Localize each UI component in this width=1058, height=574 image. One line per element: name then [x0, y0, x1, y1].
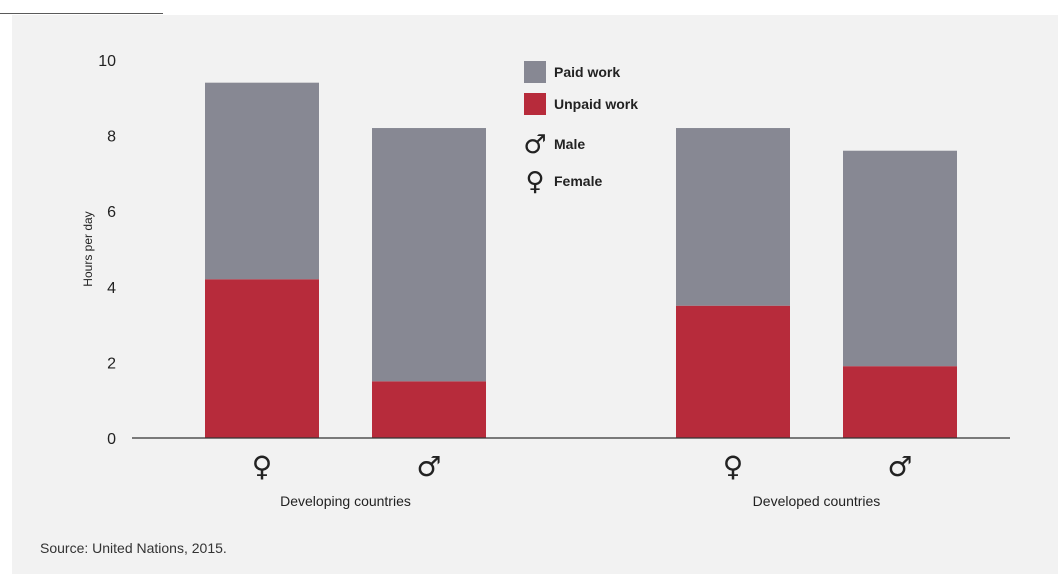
bar-sex-symbol-1-female: ♀ — [723, 450, 744, 483]
bar-paid-1-female — [676, 128, 790, 306]
y-tick-label-10: 10 — [98, 53, 116, 70]
bar-paid-1-male — [843, 150, 957, 367]
bar-sex-symbol-0-female: ♀ — [252, 450, 273, 483]
bar-sex-symbol-0-male: ♂ — [416, 450, 441, 483]
group-label-1: Developed countries — [753, 493, 881, 509]
y-tick-label-8: 8 — [107, 129, 116, 146]
source-note: Source: United Nations, 2015. — [40, 540, 227, 556]
bar-unpaid-1-male — [843, 366, 957, 438]
group-label-0: Developing countries — [280, 493, 411, 509]
y-tick-label-4: 4 — [107, 280, 116, 297]
legend-label-male: Male — [554, 136, 585, 152]
bar-paid-0-female — [205, 82, 319, 280]
legend-label-female: Female — [554, 173, 602, 189]
y-axis-label: Hours per day — [81, 211, 95, 286]
legend-label-unpaid: Unpaid work — [554, 96, 638, 112]
legend-swatch-unpaid — [524, 93, 546, 115]
legend-label-paid: Paid work — [554, 64, 620, 80]
legend-symbol-male: ♂ — [523, 130, 546, 160]
y-tick-label-6: 6 — [107, 204, 116, 221]
bar-unpaid-0-male — [372, 381, 486, 438]
legend-symbol-female: ♀ — [525, 167, 544, 197]
y-tick-label-2: 2 — [107, 355, 116, 372]
bar-unpaid-0-female — [205, 279, 319, 438]
bar-paid-0-male — [372, 128, 486, 382]
top-rule — [0, 0, 163, 14]
y-tick-label-0: 0 — [107, 431, 116, 448]
legend-swatch-paid — [524, 61, 546, 83]
bar-unpaid-1-female — [676, 305, 790, 438]
bar-sex-symbol-1-male: ♂ — [887, 450, 912, 483]
